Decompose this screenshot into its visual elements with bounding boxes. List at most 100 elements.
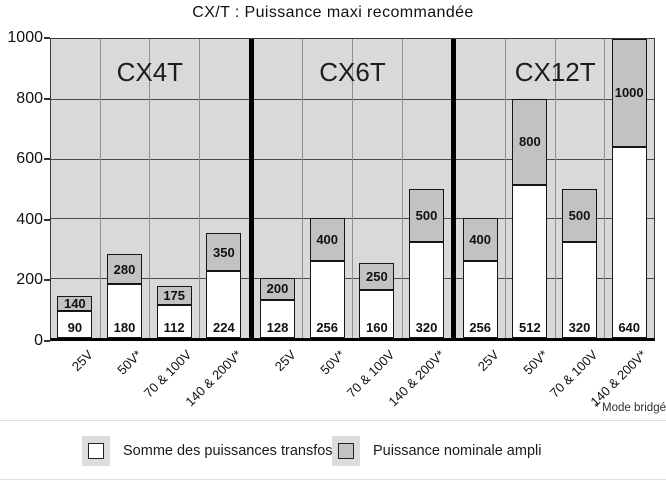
bar-value-transfo: 320	[415, 320, 438, 335]
bar-segment-ampli: 400	[462, 218, 498, 262]
legend-patch	[82, 436, 110, 466]
footnote-mode-bridge: * Mode bridgé	[594, 402, 666, 414]
y-tick-mark	[44, 218, 50, 221]
bar-cx6t-3: 500 320	[409, 188, 445, 338]
bar-segment-ampli: 175	[156, 285, 192, 305]
bar-value-transfo: 224	[212, 320, 235, 335]
legend-label-transfo: Somme des puissances transfos	[123, 443, 333, 459]
bar-cx12t-0: 400 256	[462, 218, 498, 338]
legend-swatch-transfo	[88, 443, 104, 459]
bar-segment-ampli: 200	[259, 278, 296, 300]
bar-cx6t-0: 200 128	[259, 278, 296, 338]
bar-value-ampli: 400	[469, 232, 492, 248]
bar-segment-transfo: 256	[462, 261, 498, 338]
y-tick-mark	[44, 97, 50, 100]
bar-value-ampli: 350	[212, 244, 235, 260]
bar-value-ampli: 250	[365, 269, 388, 285]
bar-segment-transfo: 512	[512, 184, 548, 338]
category-cell: 800 512	[505, 39, 555, 338]
bar-segment-ampli: 140	[57, 296, 93, 312]
bar-value-ampli: 1000	[614, 85, 644, 101]
legend-item-ampli: Puissance nominale ampli	[332, 436, 541, 466]
x-tick-label: 50V*	[519, 347, 551, 378]
group-divider	[451, 39, 457, 338]
bar-value-transfo: 640	[618, 320, 641, 335]
category-cell: 400 256	[456, 39, 505, 338]
bar-segment-transfo: 640	[611, 146, 647, 338]
bar-value-transfo: 512	[518, 320, 541, 335]
bar-value-transfo: 112	[163, 320, 185, 335]
bar-segment-ampli: 280	[106, 254, 143, 285]
bar-cx6t-1: 400 256	[309, 218, 345, 338]
y-tick-mark	[44, 158, 50, 161]
bar-segment-transfo: 320	[562, 242, 598, 338]
bar-value-ampli: 140	[63, 296, 86, 312]
bar-value-ampli: 800	[518, 134, 541, 150]
legend-item-transfo: Somme des puissances transfos	[82, 436, 333, 466]
bar-segment-ampli: 500	[562, 188, 598, 243]
bar-segment-transfo: 256	[309, 261, 345, 338]
y-tick-label: 1000	[7, 29, 43, 46]
category-cell: 500 320	[554, 39, 605, 338]
bar-value-transfo: 256	[316, 320, 339, 335]
legend-swatch-ampli	[338, 443, 354, 459]
legend: Somme des puissances transfos Puissance …	[0, 436, 666, 468]
category-cell: 500 320	[401, 39, 452, 338]
bar-value-ampli: 500	[568, 207, 591, 223]
bar-value-transfo: 160	[365, 320, 388, 335]
bar-segment-ampli: 500	[409, 188, 445, 243]
separator-line	[0, 479, 666, 480]
bar-cx12t-2: 500 320	[562, 188, 598, 338]
plot-area: CX4T 140 90 280 180 175 112 350 224 CX6T 200 128 400…	[50, 38, 655, 341]
category-cell: 200 128	[254, 39, 303, 338]
bar-value-ampli: 280	[113, 261, 136, 277]
y-tick-mark	[44, 340, 50, 342]
y-tick-label: 0	[34, 332, 43, 349]
bar-cx4t-2: 175 112	[156, 285, 192, 338]
bar-value-transfo: 128	[266, 320, 289, 335]
x-tick-label: 50V*	[114, 347, 146, 378]
bar-segment-ampli: 800	[512, 98, 548, 185]
y-tick-mark	[44, 279, 50, 282]
bar-segment-ampli: 350	[206, 233, 242, 272]
category-cell: 280 180	[99, 39, 150, 338]
category-cell: 1000 640	[604, 39, 654, 338]
group-divider	[248, 39, 254, 338]
x-tick-label: 50V*	[317, 347, 348, 378]
x-tick-label: 25V	[474, 347, 502, 374]
y-tick-label: 800	[16, 89, 43, 107]
separator-line	[0, 420, 666, 421]
bar-segment-ampli: 1000	[611, 39, 647, 147]
y-tick-label: 600	[16, 150, 43, 168]
x-tick-label: 25V	[271, 347, 299, 374]
bar-segment-transfo: 320	[409, 242, 445, 338]
y-tick-mark	[44, 37, 50, 39]
legend-label-ampli: Puissance nominale ampli	[373, 443, 542, 459]
chart-title: CX/T : Puissance maxi recommandée	[192, 4, 474, 21]
bar-cx12t-3: 1000 640	[611, 39, 647, 338]
x-tick-label: 70 & 100V	[343, 347, 398, 401]
group-cx12t: CX12T 400 256 800 512 500 320 1000 640	[456, 39, 654, 338]
bar-value-ampli: 400	[316, 232, 339, 248]
bar-segment-transfo: 128	[259, 299, 296, 338]
bar-cx12t-1: 800 512	[512, 98, 548, 338]
bar-value-ampli: 175	[163, 287, 186, 303]
category-cell: 250 160	[352, 39, 402, 338]
bar-value-transfo: 180	[113, 320, 136, 335]
x-tick-label: 25V	[68, 347, 96, 374]
category-cell: 175 112	[149, 39, 199, 338]
bar-cx4t-0: 140 90	[57, 296, 93, 338]
bar-value-transfo: 320	[568, 320, 591, 335]
category-cell: 400 256	[302, 39, 352, 338]
bar-value-transfo: 256	[469, 320, 492, 335]
bar-segment-transfo: 90	[57, 311, 93, 338]
bar-segment-transfo: 180	[106, 284, 143, 338]
bar-cx6t-2: 250 160	[359, 263, 395, 338]
bar-cx4t-3: 350 224	[206, 233, 242, 338]
bar-segment-ampli: 250	[359, 263, 395, 291]
bar-segment-transfo: 112	[156, 304, 192, 338]
group-cx6t: CX6T 200 128 400 256 250 160 500 320	[254, 39, 452, 338]
legend-patch	[332, 436, 360, 466]
y-tick-label: 200	[16, 271, 43, 289]
